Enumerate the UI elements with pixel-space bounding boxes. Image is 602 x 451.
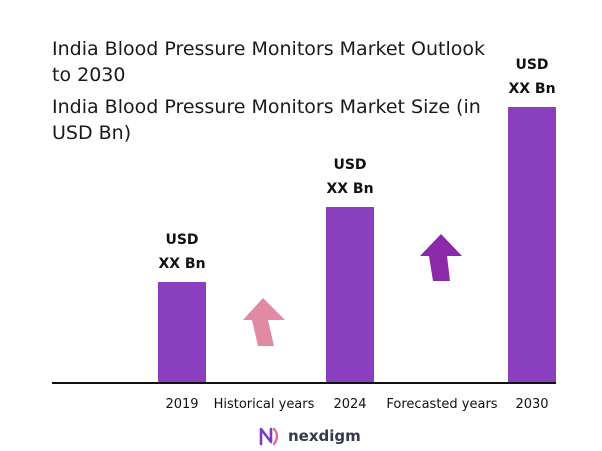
x-tick-2019: 2019 bbox=[165, 397, 198, 412]
brand-logo: nexdigm bbox=[258, 424, 361, 448]
x-tick-2030: 2030 bbox=[515, 397, 548, 412]
nexdigm-logo-icon bbox=[259, 427, 279, 446]
forecast-arrow-up-icon bbox=[420, 234, 462, 281]
historical-arrow-up-icon bbox=[243, 298, 285, 346]
forecasted-years-label: Forecasted years bbox=[386, 397, 497, 412]
value-label-2024-line1: USD bbox=[333, 157, 366, 173]
value-label-2024-line2: XX Bn bbox=[326, 181, 373, 197]
value-label-2019-line1: USD bbox=[165, 232, 198, 248]
value-label-2030-line2: XX Bn bbox=[508, 81, 555, 97]
chart-title: India Blood Pressure Monitors Market Out… bbox=[52, 38, 485, 86]
bar-2019 bbox=[158, 282, 206, 382]
bar-2030 bbox=[508, 107, 556, 382]
bar-2024 bbox=[326, 207, 374, 382]
value-label-2030-line1: USD bbox=[515, 57, 548, 73]
historical-years-label: Historical years bbox=[214, 397, 315, 412]
chart-subtitle: India Blood Pressure Monitors Market Siz… bbox=[52, 96, 481, 144]
value-label-2019-line2: XX Bn bbox=[158, 256, 205, 272]
brand-name: nexdigm bbox=[288, 427, 361, 445]
x-tick-2024: 2024 bbox=[333, 397, 366, 412]
